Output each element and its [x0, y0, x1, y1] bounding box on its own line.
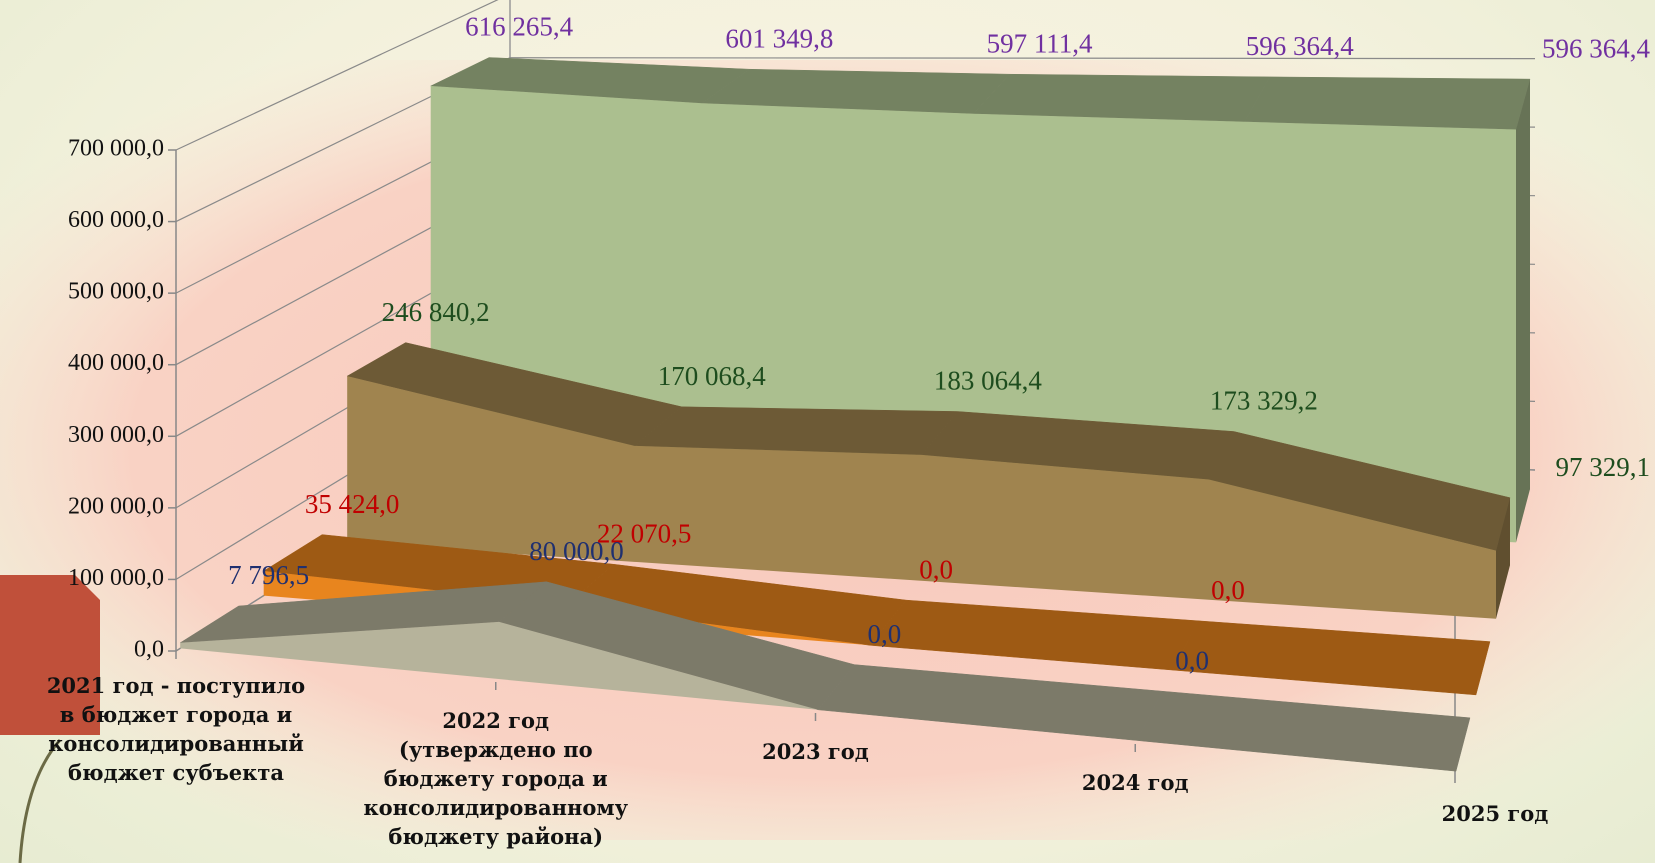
y-tick-label: 600 000,0 — [68, 207, 164, 233]
value-label: 596 364,4 — [1246, 31, 1355, 61]
value-label: 97 329,1 — [1556, 452, 1651, 482]
decoration — [0, 575, 100, 735]
value-label: 173 329,2 — [1210, 386, 1318, 416]
value-label: 597 111,4 — [987, 28, 1093, 58]
value-label: 80 000,0 — [529, 536, 624, 566]
y-tick-label: 700 000,0 — [68, 136, 164, 162]
area-side — [1496, 497, 1510, 619]
x-tick-label: 2022 год (утверждено по бюджету города и… — [363, 708, 629, 849]
x-tick-label: 2024 год — [1081, 770, 1189, 795]
value-label: 35 424,0 — [305, 489, 400, 519]
area-side — [1516, 79, 1530, 543]
value-label: 183 064,4 — [934, 366, 1043, 396]
value-label: 601 349,8 — [725, 23, 833, 53]
y-tick-label: 400 000,0 — [68, 350, 164, 376]
y-tick-label: 100 000,0 — [68, 565, 164, 591]
area — [180, 621, 1457, 772]
grid-line — [175, 57, 1536, 223]
value-label: 616 265,4 — [465, 12, 574, 42]
y-tick-label: 300 000,0 — [68, 422, 164, 448]
decoration — [18, 739, 62, 863]
value-label: 596 364,4 — [1542, 33, 1651, 63]
value-label: 170 068,4 — [658, 361, 767, 391]
value-label: 0,0 — [867, 619, 901, 649]
value-label: 0,0 — [1211, 575, 1245, 605]
x-tick-label: 2023 год — [762, 739, 869, 764]
x-tick-label: 2021 год - поступило в бюджет города и к… — [46, 673, 306, 785]
value-label: 0,0 — [919, 554, 953, 584]
area-top — [1244, 76, 1531, 130]
x-tick-label: 2025 год — [1441, 801, 1549, 826]
value-label: 246 840,2 — [382, 297, 490, 327]
area — [347, 376, 1497, 619]
y-tick-label: 0,0 — [134, 637, 164, 663]
value-label: 22 070,5 — [597, 518, 692, 548]
grid-line — [175, 0, 499, 151]
y-tick-label: 500 000,0 — [68, 279, 164, 305]
y-tick-label: 200 000,0 — [68, 493, 164, 519]
value-label: 7 796,5 — [228, 560, 309, 590]
area-top — [972, 73, 1271, 123]
value-label: 0,0 — [1175, 645, 1209, 675]
